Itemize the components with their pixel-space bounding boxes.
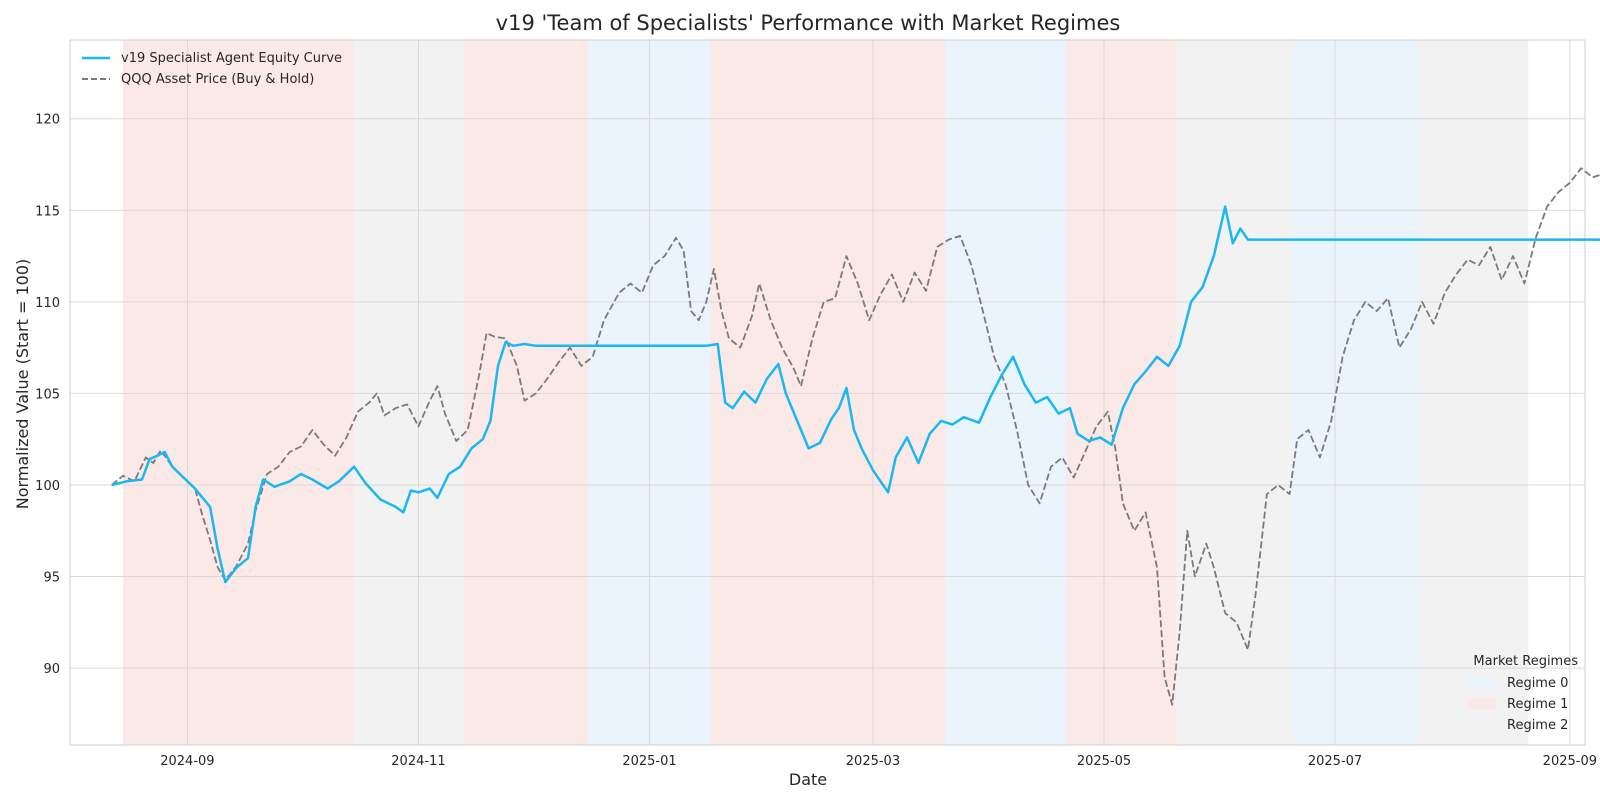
regime-legend-label-0: Regime 0 (1507, 676, 1568, 691)
y-tick-label-100: 100 (35, 479, 60, 494)
x-tick-label-2024-09: 2024-09 (160, 754, 214, 769)
regime-legend-title: Market Regimes (1473, 654, 1578, 669)
y-tick-label-115: 115 (35, 204, 60, 219)
regime-legend: Market Regimes Regime 0 Regime 1 Regime … (1468, 654, 1578, 733)
regime-bands (123, 40, 1529, 745)
regime-band-5 (944, 40, 1067, 745)
tick-labels: 90 95 100 105 110 115 120 2024-09 2024-11 2025-01… (35, 113, 1597, 769)
plot-frame (69, 39, 1586, 746)
regime-band-9 (1418, 40, 1529, 745)
regime-band-0 (123, 40, 355, 745)
regime-legend-swatch-2 (1468, 719, 1496, 730)
y-tick-label-120: 120 (35, 113, 60, 128)
x-tick-label-2025-07: 2025-07 (1308, 754, 1362, 769)
regime-legend-swatch-1 (1468, 698, 1496, 709)
regime-band-6 (1066, 40, 1176, 745)
x-tick-label-2025-09: 2025-09 (1543, 754, 1597, 769)
regime-legend-label-1: Regime 1 (1507, 697, 1568, 712)
regime-legend-label-2: Regime 2 (1507, 718, 1568, 733)
y-axis-label: Normalized Value (Start = 100) (13, 259, 32, 510)
x-tick-label-2025-01: 2025-01 (622, 754, 676, 769)
regime-band-1 (354, 40, 464, 745)
y-tick-label-110: 110 (35, 296, 60, 311)
x-axis-label: Date (789, 770, 827, 789)
series-line-equity-curve (111, 205, 1600, 584)
regime-band-7 (1175, 40, 1294, 745)
regime-band-4 (710, 40, 945, 745)
x-tick-label-2025-03: 2025-03 (846, 754, 900, 769)
regime-band-8 (1293, 40, 1419, 745)
y-tick-label-95: 95 (43, 571, 60, 586)
series-line-qqq-price (111, 167, 1600, 706)
legend-label-qqq-price: QQQ Asset Price (Buy & Hold) (121, 72, 314, 87)
series-lines (111, 167, 1600, 706)
chart-title: v19 'Team of Specialists' Performance wi… (496, 11, 1121, 35)
regime-band-2 (463, 40, 589, 745)
series-legend: v19 Specialist Agent Equity Curve QQQ As… (82, 51, 342, 87)
y-tick-label-105: 105 (35, 387, 60, 402)
regime-legend-swatch-0 (1468, 677, 1496, 688)
y-tick-label-90: 90 (43, 662, 60, 677)
x-tick-label-2024-11: 2024-11 (391, 754, 445, 769)
x-tick-label-2025-05: 2025-05 (1077, 754, 1131, 769)
legend-label-equity-curve: v19 Specialist Agent Equity Curve (121, 51, 342, 66)
